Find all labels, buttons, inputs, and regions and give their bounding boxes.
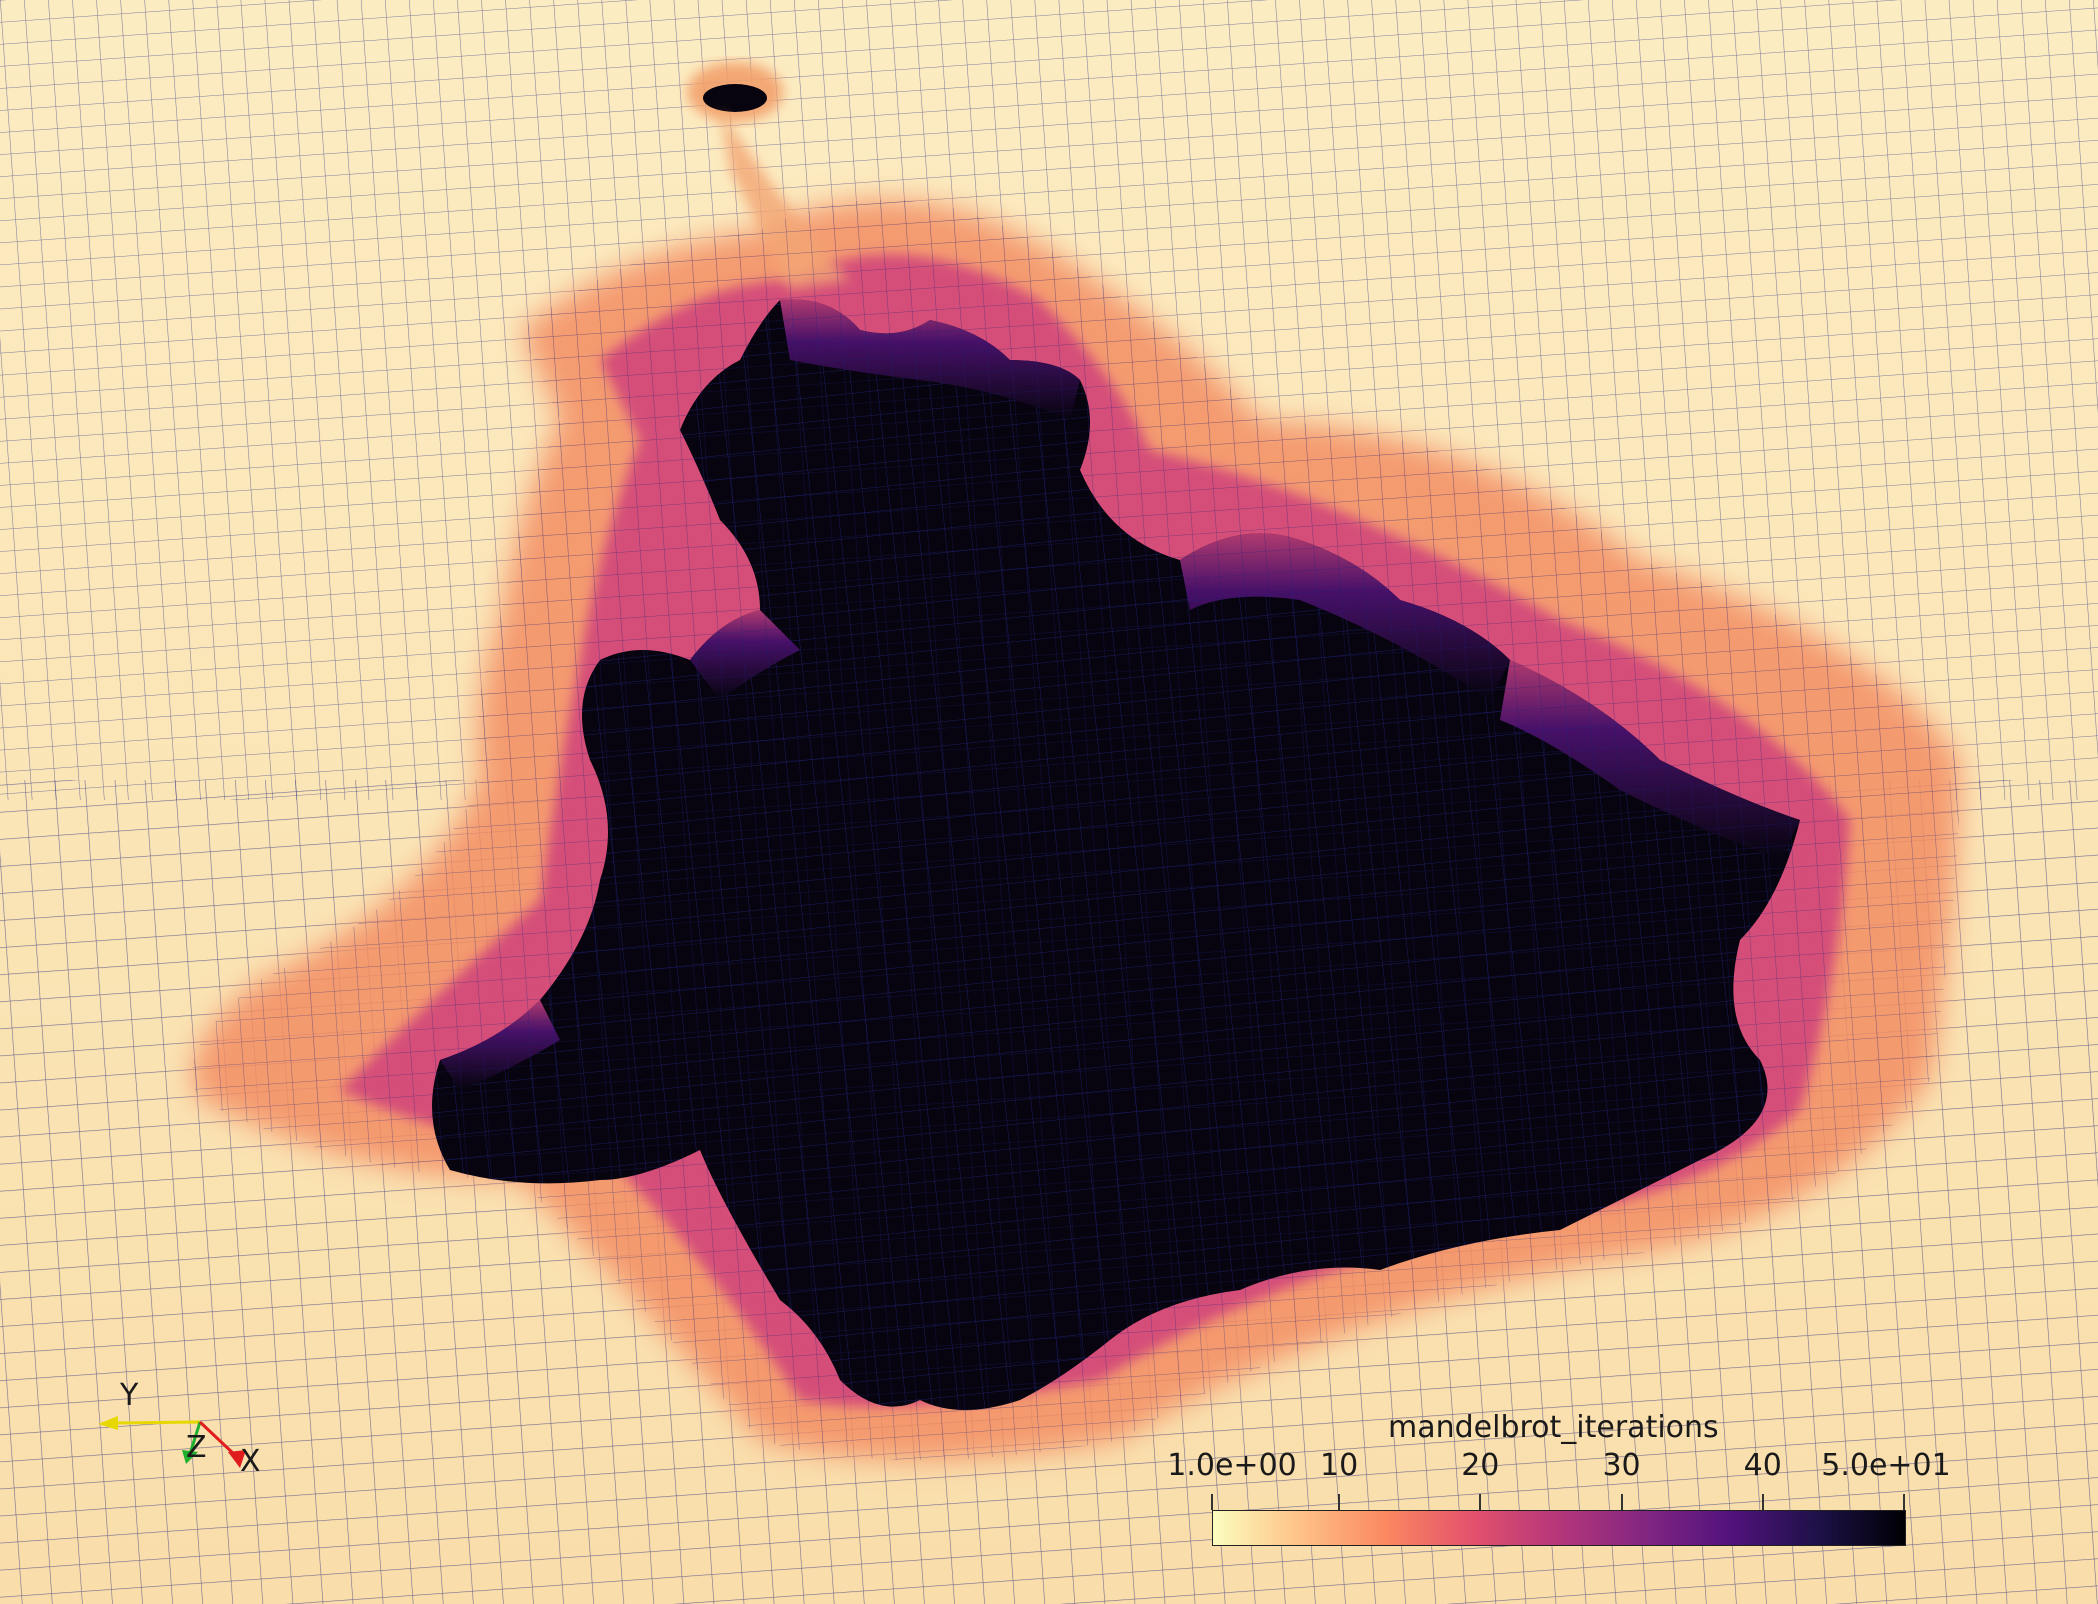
small-pit xyxy=(687,62,783,122)
orientation-axes: Y Z X xyxy=(90,1378,290,1490)
y-arrow-icon xyxy=(98,1416,118,1430)
z-arrow-icon xyxy=(182,1450,198,1464)
colorbar-tick-label: 1.0e+00 xyxy=(1167,1448,1297,1483)
colorbar-tick-label: 30 xyxy=(1602,1448,1641,1483)
colorbar-tick xyxy=(1620,1494,1623,1510)
z-axis-label: Z xyxy=(186,1430,207,1465)
axes-glyph xyxy=(98,1416,246,1468)
rim-grid xyxy=(192,199,1960,1460)
colorbar-gradient xyxy=(1212,1510,1906,1546)
colorbar-tick-label: 5.0e+01 xyxy=(1821,1448,1951,1483)
colorbar-tick-label: 40 xyxy=(1743,1448,1782,1483)
colorbar-tick-label: 10 xyxy=(1320,1448,1359,1483)
y-axis-label: Y xyxy=(120,1378,139,1413)
colorbar-tick xyxy=(1211,1494,1213,1510)
colorbar-tick-label: 20 xyxy=(1461,1448,1500,1483)
x-axis-label: X xyxy=(240,1444,261,1479)
colorbar-title: mandelbrot_iterations xyxy=(1388,1410,1719,1445)
colorbar-tick xyxy=(1903,1494,1905,1510)
x-arrow-icon xyxy=(228,1450,246,1468)
colorbar-tick xyxy=(1479,1494,1482,1510)
colorbar-tick xyxy=(1761,1494,1764,1510)
colorbar-tick xyxy=(1338,1494,1341,1510)
